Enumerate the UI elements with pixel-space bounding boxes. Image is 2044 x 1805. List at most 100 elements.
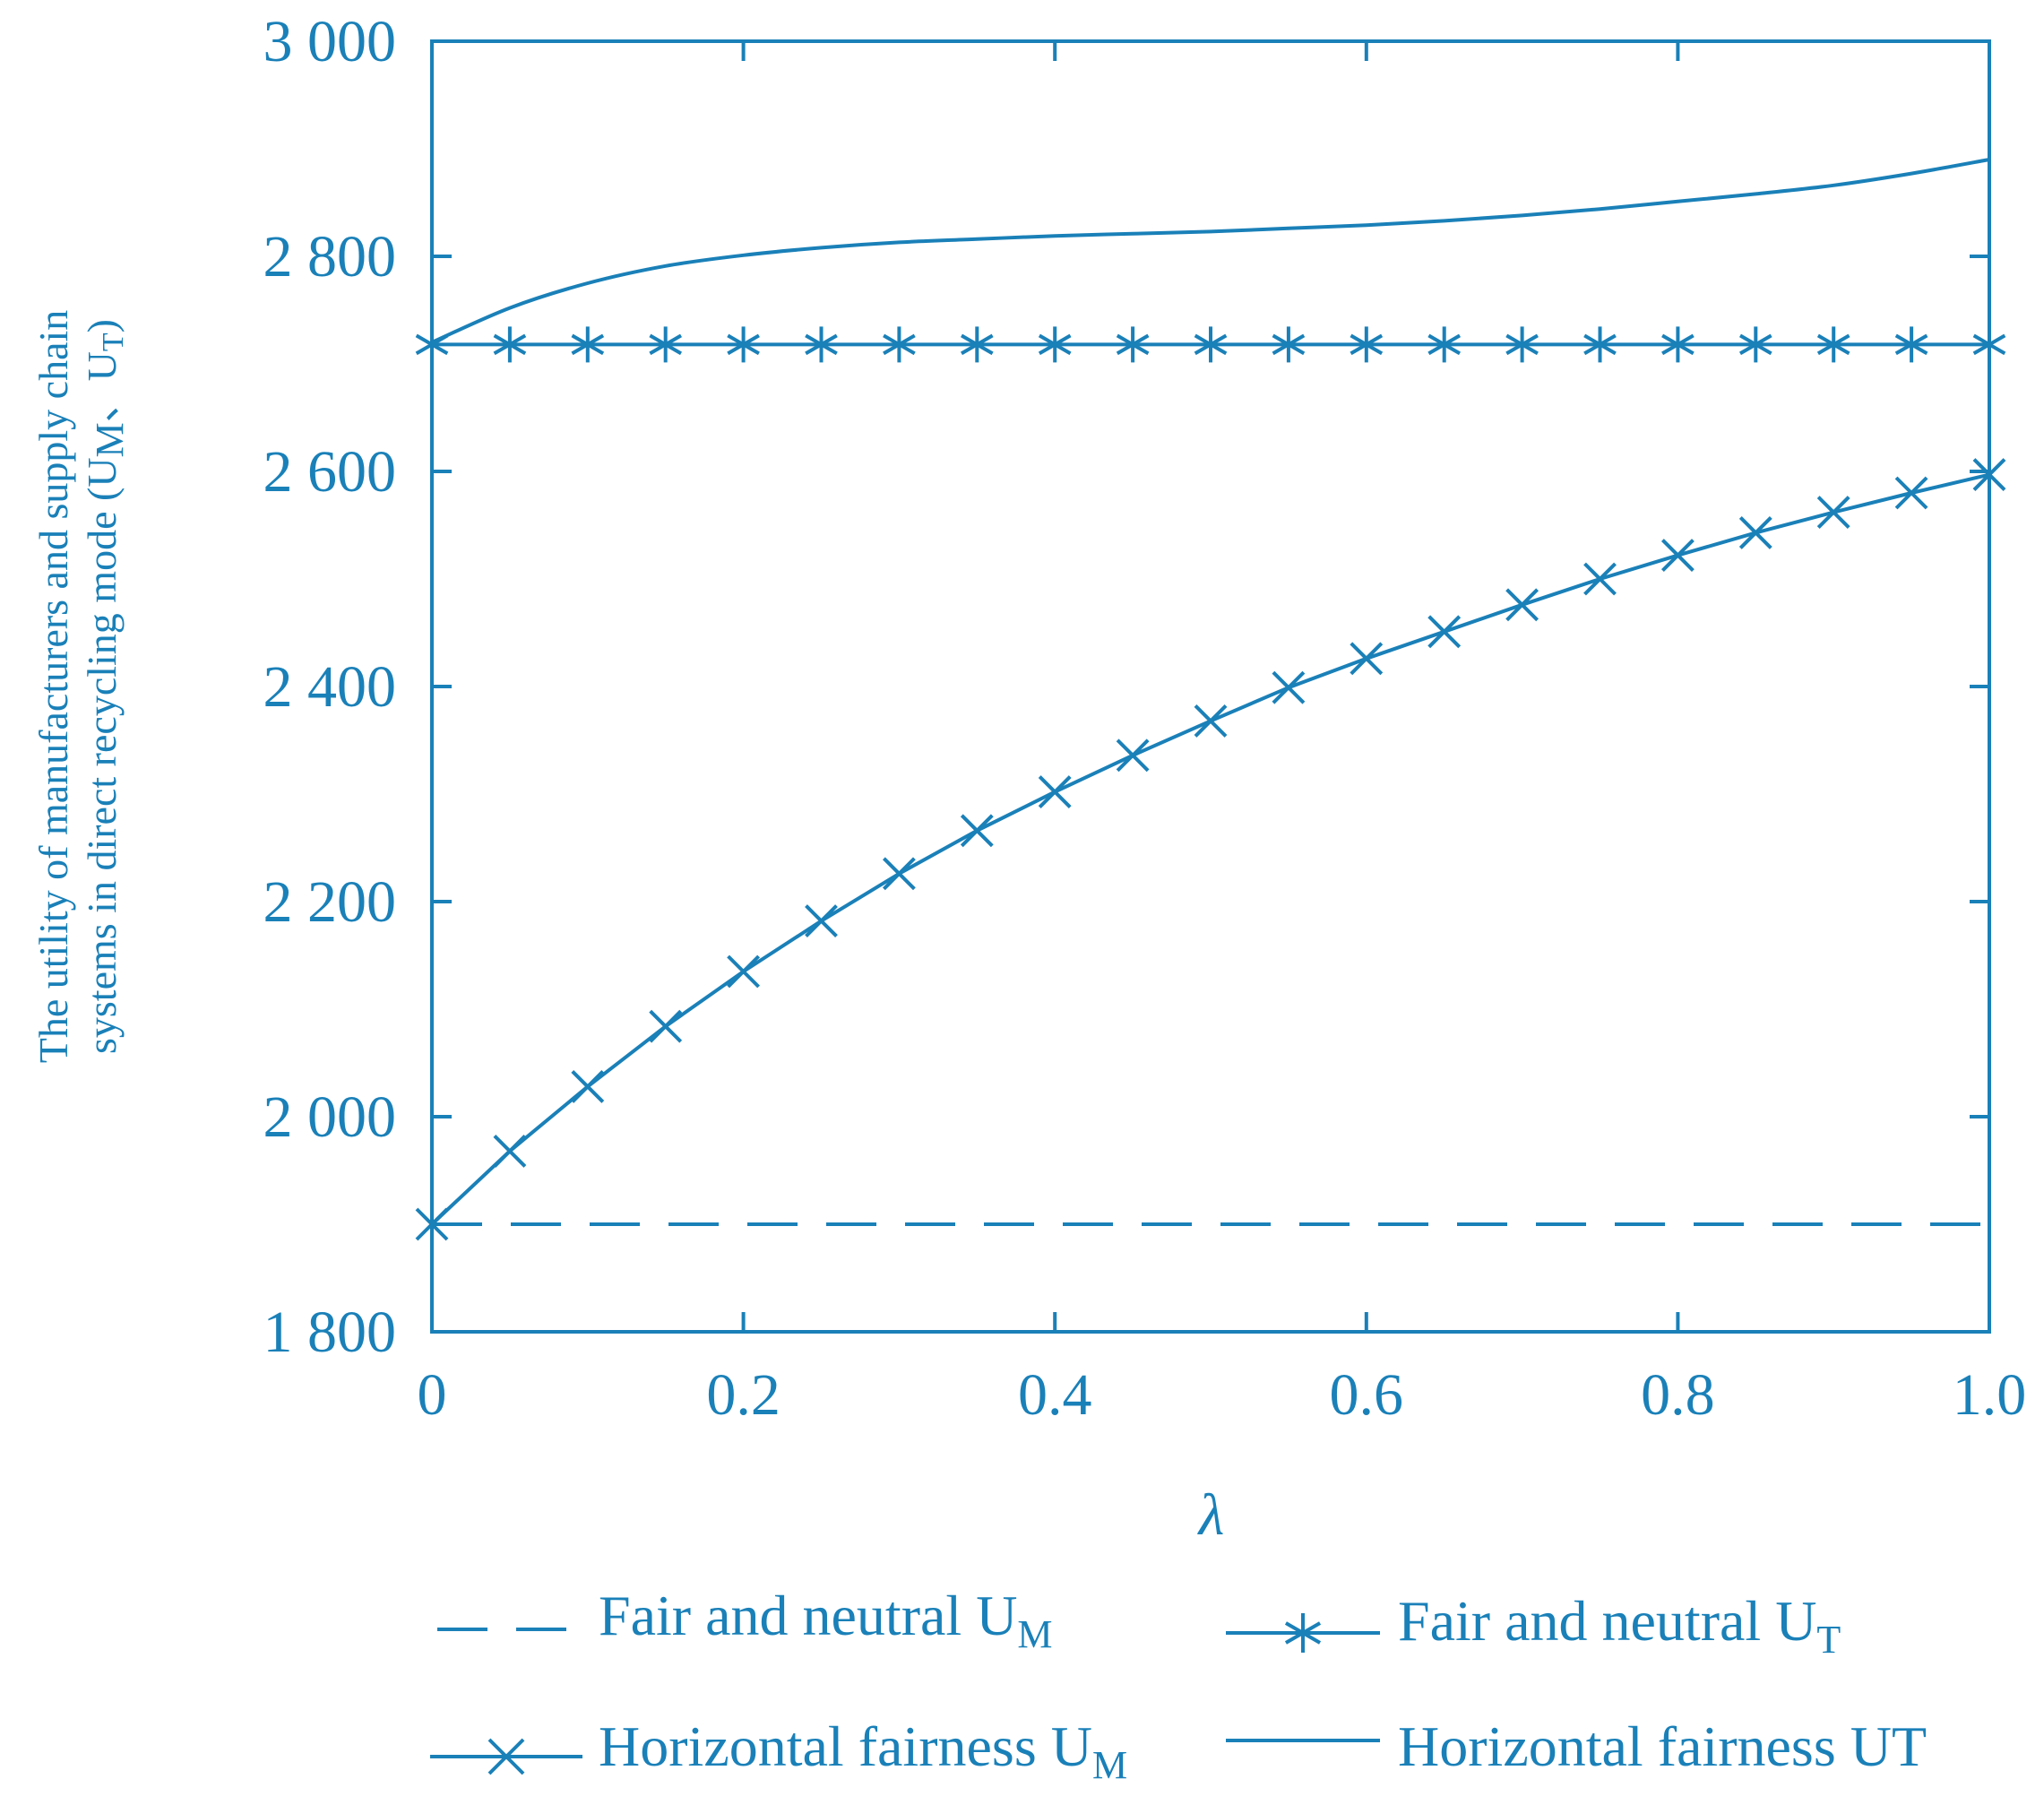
legend-label: Fair and neutral UT bbox=[1398, 1589, 1841, 1662]
x-marker-stroke bbox=[1894, 476, 1928, 510]
y-tick-label: 2 400 bbox=[263, 654, 397, 720]
x-tick-label: 0.2 bbox=[706, 1362, 781, 1428]
asterisk-stroke bbox=[1661, 333, 1695, 356]
legend-item-fair-neutral-ut: Fair and neutral UT bbox=[1226, 1589, 1841, 1662]
data-point-asterisk-marker bbox=[1738, 326, 1772, 363]
y-axis-ticks: 1 800 2 000 2 200 2 400 2 600 2 800 3 000 bbox=[263, 9, 1989, 1365]
x-marker-stroke bbox=[415, 1207, 449, 1241]
data-point-asterisk-marker bbox=[1350, 326, 1384, 363]
legend-label: Horizontal fairness UT bbox=[1398, 1714, 1927, 1778]
data-point-x-marker bbox=[1972, 458, 2006, 492]
data-point-asterisk-marker bbox=[1272, 326, 1306, 363]
data-point-asterisk-marker bbox=[1661, 326, 1695, 363]
data-point-asterisk-marker bbox=[960, 326, 994, 363]
x-marker-stroke bbox=[1350, 642, 1384, 676]
y-tick-label: 3 000 bbox=[263, 9, 397, 74]
asterisk-stroke bbox=[1272, 333, 1306, 356]
x-marker-stroke bbox=[487, 1738, 525, 1775]
x-marker-stroke bbox=[1427, 615, 1462, 649]
data-point-x-marker bbox=[415, 1207, 449, 1241]
asterisk-stroke bbox=[1738, 333, 1772, 356]
x-marker-stroke bbox=[1194, 704, 1228, 738]
x-marker-stroke bbox=[805, 904, 838, 938]
x-marker-stroke bbox=[1816, 496, 1850, 530]
data-point-x-marker bbox=[727, 954, 761, 989]
series-3 bbox=[431, 158, 1990, 344]
data-point-x-marker bbox=[1583, 562, 1617, 596]
legend-asterisk bbox=[1284, 1613, 1322, 1653]
y-tick-label: 1 800 bbox=[263, 1300, 397, 1365]
legend-label: Horizontal fairness UM bbox=[599, 1714, 1127, 1787]
data-point-x-marker bbox=[1738, 515, 1772, 549]
data-point-asterisk-marker bbox=[1583, 326, 1617, 363]
x-tick-label: 0.8 bbox=[1641, 1362, 1715, 1428]
y-axis-title: The utility of manufacturers and supply … bbox=[30, 310, 132, 1064]
data-point-x-marker bbox=[960, 814, 994, 848]
x-marker-stroke bbox=[1505, 588, 1539, 622]
asterisk-stroke bbox=[727, 333, 760, 356]
data-point-asterisk-marker bbox=[1038, 326, 1072, 363]
asterisk-stroke bbox=[1816, 333, 1850, 356]
data-point-asterisk-marker bbox=[1116, 326, 1150, 363]
asterisk-stroke bbox=[1194, 333, 1228, 356]
plot-frame bbox=[430, 39, 1991, 1334]
x-marker-stroke bbox=[493, 1134, 527, 1168]
x-tick-label: 0.4 bbox=[1018, 1362, 1092, 1428]
legend-label: Fair and neutral UM bbox=[599, 1584, 1053, 1656]
x-marker-stroke bbox=[727, 954, 761, 989]
legend-item-fair-neutral-um: Fair and neutral UM bbox=[437, 1584, 1053, 1656]
x-axis-title: λ bbox=[1197, 1482, 1225, 1548]
legend-swatch-asterisk-marker bbox=[1284, 1613, 1322, 1653]
asterisk-stroke bbox=[649, 333, 683, 356]
legend-swatch-x-marker bbox=[487, 1738, 525, 1775]
asterisk-stroke bbox=[1116, 333, 1150, 356]
data-point-x-marker bbox=[493, 1134, 527, 1168]
data-point-x-marker bbox=[1350, 642, 1384, 676]
y-tick-label: 2 000 bbox=[263, 1084, 397, 1150]
asterisk-stroke bbox=[1972, 333, 2006, 356]
asterisk-stroke bbox=[883, 333, 916, 356]
y-tick-label: 2 800 bbox=[263, 224, 397, 289]
y-axis-title-sep: 、U bbox=[79, 351, 125, 422]
series-line bbox=[431, 158, 1990, 344]
y-axis-title-close: ) bbox=[79, 319, 125, 332]
data-point-asterisk-marker bbox=[1816, 326, 1850, 363]
legend-item-horizontal-ut: Horizontal fairness UT bbox=[1226, 1714, 1927, 1778]
data-point-asterisk-marker bbox=[649, 326, 683, 363]
y-axis-title-line-1: The utility of manufacturers and supply … bbox=[30, 310, 76, 1064]
data-point-asterisk-marker bbox=[805, 326, 838, 363]
series-line bbox=[430, 472, 1990, 1226]
data-point-x-marker bbox=[1894, 476, 1928, 510]
data-point-x-marker bbox=[571, 1069, 605, 1103]
y-axis-title-sub-t: T bbox=[97, 332, 130, 351]
x-axis-ticks: 0 0.2 0.4 0.6 0.8 1.0 bbox=[418, 41, 2026, 1428]
data-point-x-marker bbox=[1427, 615, 1462, 649]
x-marker-stroke bbox=[1972, 458, 2006, 492]
asterisk-stroke bbox=[1505, 333, 1539, 356]
data-point-x-marker bbox=[805, 904, 838, 938]
x-marker-stroke bbox=[1038, 775, 1072, 809]
data-point-asterisk-marker bbox=[571, 326, 605, 363]
data-point-asterisk-marker bbox=[883, 326, 916, 363]
x-marker-stroke bbox=[1583, 562, 1617, 596]
x-marker-stroke bbox=[1272, 670, 1306, 704]
series-2 bbox=[415, 458, 2006, 1241]
x-marker-stroke bbox=[882, 857, 916, 891]
data-point-asterisk-marker bbox=[1427, 326, 1462, 363]
y-tick-label: 2 600 bbox=[263, 439, 397, 505]
data-point-x-marker bbox=[649, 1009, 683, 1043]
data-point-x-marker bbox=[1194, 704, 1228, 738]
asterisk-stroke bbox=[1350, 333, 1384, 356]
x-marker-stroke bbox=[960, 814, 994, 848]
data-point-asterisk-marker bbox=[1505, 326, 1539, 363]
data-point-asterisk-marker bbox=[1894, 326, 1928, 363]
asterisk-stroke bbox=[493, 333, 527, 356]
data-point-x-marker bbox=[1038, 775, 1072, 809]
legend: Fair and neutral UM Fair and neutral UT … bbox=[430, 1584, 1927, 1787]
y-tick-label: 2 200 bbox=[263, 869, 397, 935]
y-axis-title-text: systems in direct recycling mode (U bbox=[79, 457, 125, 1054]
data-point-x-marker bbox=[1816, 496, 1850, 530]
series-1 bbox=[415, 326, 2006, 363]
data-point-asterisk-marker bbox=[727, 326, 760, 363]
